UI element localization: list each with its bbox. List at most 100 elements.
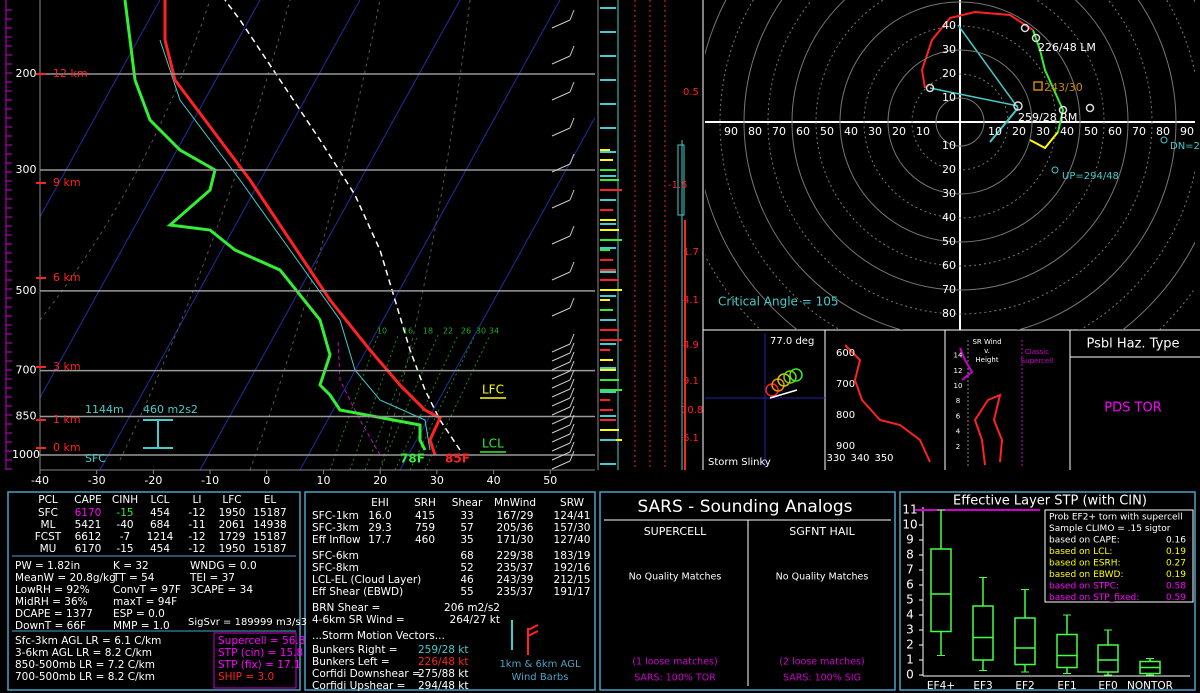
dewpoint-trace: [123, 0, 427, 451]
hodo-y-label: 40: [942, 19, 956, 32]
thermo-header: CINH: [112, 494, 138, 506]
kin-cell: 183/19: [554, 550, 591, 562]
legend-value: 0.58: [1166, 582, 1186, 592]
wind-barb: [551, 352, 571, 362]
wind-barb: [551, 451, 571, 461]
legend-title: Prob EF2+ torn with supercell: [1049, 513, 1183, 523]
thermo-cell: -12: [188, 531, 205, 543]
wind-barb: [569, 261, 575, 273]
x-tick-label: EF4+: [927, 680, 955, 692]
pressure-tick-label: 700: [836, 379, 855, 390]
x-tick-label: EF1: [1057, 680, 1076, 692]
legend-label: based on CAPE:: [1049, 536, 1120, 546]
y-tick-label: 11: [902, 503, 917, 517]
critical-angle: Critical Angle = 105: [718, 295, 839, 309]
storm-motion-value: 275/88 kt: [418, 668, 468, 680]
kin-cell: SFC-8km: [312, 562, 359, 574]
x-tick-label: -10: [201, 474, 219, 487]
kin-header: EHI: [371, 497, 389, 509]
thermo-cell: SFC: [38, 507, 58, 519]
pressure-label: 700: [16, 364, 37, 377]
sars-quality: No Quality Matches: [776, 572, 869, 583]
mixing-ratio-label: 22: [443, 327, 453, 336]
mixing-ratio-lines: [329, 334, 491, 470]
hodo-y-label: 20: [942, 163, 956, 176]
isotherms: [40, 0, 595, 470]
thermo-cell: 684: [150, 519, 170, 531]
wind-barb: [569, 351, 575, 363]
lapse-rate: 3-6km AGL LR = 8.2 C/km: [15, 647, 152, 659]
kin-header: Shear: [452, 497, 483, 509]
mean-wind-label: 243/30: [1044, 81, 1083, 94]
hodo-ring: [815, 0, 1105, 267]
box: [972, 605, 994, 661]
kin-cell: 16.0: [368, 510, 391, 522]
theta-e-trace: [844, 344, 931, 463]
lfc-label: LFC: [482, 383, 504, 397]
y-tick-label: 9: [906, 533, 914, 547]
inset-label: 10.8: [681, 405, 703, 416]
height-tick-label: 4: [956, 428, 961, 436]
sars-quality: No Quality Matches: [629, 572, 722, 583]
mixing-ratio-label: 18: [423, 327, 433, 336]
height-label: 3 km: [53, 360, 81, 373]
legend-label: based on ESRH:: [1049, 559, 1121, 569]
storm-motion-title: ...Storm Motion Vectors...: [312, 630, 445, 642]
hodo-x-label: 30: [868, 125, 882, 138]
stp-legend-box: [1044, 509, 1194, 603]
sr-wind-plot: [959, 340, 1023, 468]
sfc-temperature: 85F: [445, 452, 470, 466]
hodo-y-label: 30: [942, 43, 956, 56]
wind-barb: [551, 433, 571, 443]
y-tick-label: 8: [906, 548, 914, 562]
wind-barb: [551, 199, 571, 209]
wind-barb: [551, 127, 571, 137]
inflow-srh: 460 m2s2: [143, 403, 198, 416]
y-tick-label: 6: [906, 578, 914, 592]
inset-frames: [824, 330, 1200, 470]
wind-barb: [569, 369, 575, 381]
inflow-depth: 1144m: [85, 403, 124, 416]
hodo-x-label: 40: [1060, 125, 1074, 138]
hodo-y-label: 20: [942, 67, 956, 80]
x-tick-label: 50: [543, 474, 557, 487]
pressure-label: 1000: [12, 448, 40, 461]
kin-cell: SFC-3km: [312, 522, 359, 534]
thermo-cell: 6612: [75, 531, 102, 543]
wind-barb: [569, 153, 575, 165]
height-label: 1 km: [53, 413, 81, 426]
hodo-x-label: 20: [892, 125, 906, 138]
hodo-ring: [887, 49, 1033, 195]
index: MeanW = 20.8g/kg: [15, 572, 116, 584]
wind-barb: [551, 91, 571, 101]
x-tick-label: -40: [31, 474, 49, 487]
x-tick-label: EF0: [1098, 680, 1117, 692]
x-tick-label: 0: [263, 474, 270, 487]
thermo-cell: MU: [40, 543, 57, 555]
thermo-cell: -12: [188, 543, 205, 555]
wind-barb: [569, 189, 575, 201]
kin-cell: 415: [415, 510, 435, 522]
thermo-cell: 1950: [219, 507, 246, 519]
downdraft-trace: [337, 339, 381, 456]
hodo-x-label: 70: [1132, 125, 1146, 138]
pressure-label: 500: [16, 284, 37, 297]
wind-barb: [551, 424, 571, 434]
left-mover-label: 226/48 LM: [1038, 41, 1096, 54]
barb-caption: Wind Barbs: [512, 672, 569, 683]
kin-cell: Eff Inflow: [312, 534, 361, 546]
kin-cell: 235/37: [497, 586, 534, 598]
thermo-cell: 15187: [253, 531, 286, 543]
inflow-bracket: [143, 419, 173, 449]
inset-label: -1.5: [668, 180, 688, 191]
storm-motion-label: Corfidi Downshear =: [312, 668, 421, 680]
kin-cell: 52: [460, 562, 473, 574]
legend-label: based on EBWD:: [1049, 570, 1124, 580]
kin-cell: 212/15: [554, 574, 591, 586]
wind-barb: [551, 379, 571, 389]
wind-barb: [569, 387, 575, 399]
lapse-rate: 850-500mb LR = 7.2 C/km: [15, 659, 155, 671]
thermo-cell: 5421: [75, 519, 102, 531]
downshear-label: DN=2: [1170, 141, 1200, 152]
